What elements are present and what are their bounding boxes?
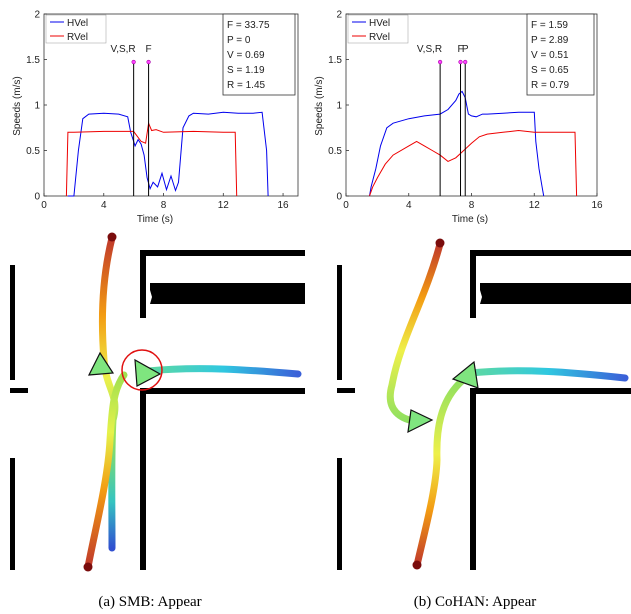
- chart-a-annotation-box: F = 33.75 P = 0 V = 0.69 S = 1.19 R = 1.…: [223, 14, 295, 95]
- chart-b-event-label: V,S,R: [417, 44, 442, 55]
- chart-a-event-label: V,S,R: [110, 44, 135, 55]
- chart-b-xtick-label: 0: [343, 200, 349, 211]
- chart-a-annotation-2: V = 0.69: [227, 50, 265, 61]
- chart-b-annotation-4: R = 0.79: [531, 80, 570, 91]
- chart-b-legend: HVel RVel: [348, 15, 408, 43]
- chart-a-annotation-0: F = 33.75: [227, 20, 270, 31]
- chart-a-ytick-label: 1.5: [26, 55, 40, 66]
- map-a-human-triangle-icon: [89, 353, 113, 375]
- chart-a-legend-hvel: HVel: [67, 18, 88, 29]
- chart-b-legend-hvel: HVel: [369, 18, 390, 29]
- chart-b-annotation-1: P = 2.89: [531, 35, 569, 46]
- chart-a-annotation-4: R = 1.45: [227, 80, 266, 91]
- chart-b-xtick-label: 16: [591, 200, 603, 211]
- caption-a: (a) SMB: Appear: [98, 594, 201, 610]
- chart-a-legend-rvel: RVel: [67, 32, 88, 43]
- chart-b-event-label: P: [462, 44, 469, 55]
- chart-a-legend: HVel RVel: [46, 15, 106, 43]
- map-b-robot-horizontal-path-icon: [470, 371, 625, 378]
- chart-b-ytick-label: 1.5: [328, 55, 342, 66]
- caption-b: (b) CoHAN: Appear: [414, 594, 536, 610]
- chart-a-annotation-3: S = 1.19: [227, 65, 265, 76]
- map-b-robot-start-icon: [413, 561, 422, 570]
- map-a: [10, 233, 305, 572]
- chart-a-ytick-label: 2: [34, 10, 40, 21]
- chart-b-annotation-3: S = 0.65: [531, 65, 569, 76]
- chart-b-xtick-label: 4: [406, 200, 412, 211]
- chart-a-event-marker: [132, 60, 136, 64]
- chart-a-ytick-label: 0.5: [26, 146, 40, 157]
- map-a-robot-path-icon: [88, 375, 124, 567]
- chart-a-xtick-label: 4: [101, 200, 107, 211]
- chart-b-event-marker: [438, 60, 442, 64]
- chart-a-ytick-label: 0: [34, 192, 40, 203]
- chart-a-event-label: F: [146, 44, 152, 55]
- chart-b-annotation-box: F = 1.59 P = 2.89 V = 0.51 S = 0.65 R = …: [527, 14, 594, 95]
- chart-a-ytick-label: 1: [34, 101, 40, 112]
- chart-b-event-marker: [459, 60, 463, 64]
- map-b-walls: [337, 250, 631, 570]
- map-b-human-start-icon: [436, 239, 445, 248]
- chart-b-ytick-label: 2: [336, 10, 342, 21]
- map-a-walls: [10, 250, 305, 570]
- chart-b-event-marker: [463, 60, 467, 64]
- chart-a-xtick-label: 16: [277, 200, 289, 211]
- map-a-human-start-icon: [108, 233, 117, 242]
- chart-b-annotation-2: V = 0.51: [531, 50, 569, 61]
- chart-b-xtick-label: 12: [529, 200, 541, 211]
- chart-b-xlabel: Time (s): [452, 214, 488, 225]
- map-a-robot-triangle-icon: [135, 360, 160, 386]
- chart-a-xtick-label: 0: [41, 200, 47, 211]
- chart-b-legend-rvel: RVel: [369, 32, 390, 43]
- chart-b-ytick-label: 0.5: [328, 146, 342, 157]
- chart-b-ytick-label: 1: [336, 101, 342, 112]
- chart-a-xtick-label: 8: [161, 200, 167, 211]
- chart-a-xtick-label: 12: [218, 200, 230, 211]
- map-b-robot-path-icon: [417, 380, 463, 565]
- chart-a-xlabel: Time (s): [137, 214, 173, 225]
- chart-b-series-rvel: [370, 131, 577, 197]
- chart-b-ytick-label: 0: [336, 192, 342, 203]
- map-b-human-path-icon: [390, 244, 440, 422]
- map-a-robot-horizontal-path-icon: [148, 369, 298, 374]
- map-b-human-triangle-icon: [408, 410, 432, 432]
- chart-b-xtick-label: 8: [469, 200, 475, 211]
- chart-b-ylabel: Speeds (m/s): [314, 76, 325, 135]
- map-a-robot-start-icon: [84, 563, 93, 572]
- chart-a-ylabel: Speeds (m/s): [12, 76, 23, 135]
- chart-a-annotation-1: P = 0: [227, 35, 251, 46]
- chart-a-event-marker: [147, 60, 151, 64]
- chart-b-series-hvel: [370, 91, 544, 196]
- map-b: [337, 239, 631, 571]
- chart-b-annotation-0: F = 1.59: [531, 20, 568, 31]
- chart-a: 0 4 8 12 16 0 0.5 1 1.5 2 V,S,R F Time (s) Speeds …: [12, 10, 298, 226]
- chart-a-series-hvel: [68, 112, 268, 196]
